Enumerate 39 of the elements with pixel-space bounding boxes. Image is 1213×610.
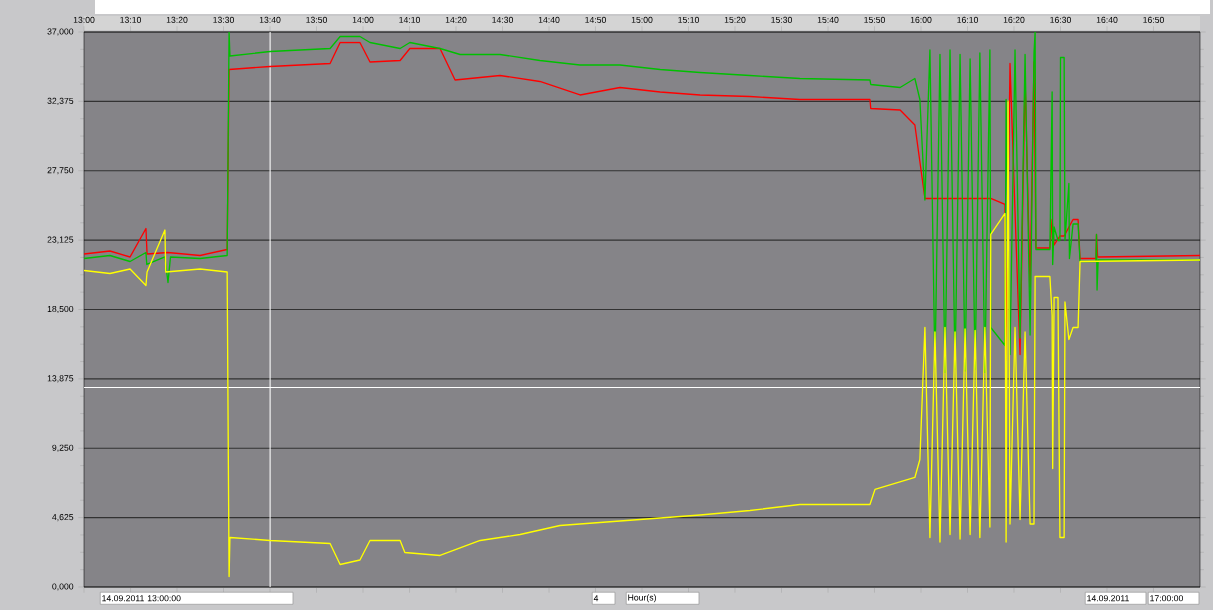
x-tick-label: 15:20 — [724, 16, 746, 23]
x-tick-label: 14:10 — [399, 16, 421, 23]
text: 17:00:00 — [1150, 595, 1183, 602]
x-tick-label: 16:00 — [910, 16, 932, 23]
y-tick-label: 18,500 — [47, 305, 74, 314]
x-tick-label: 16:40 — [1096, 16, 1118, 23]
x-tick-label: 14:00 — [352, 16, 374, 23]
text: 4 — [593, 595, 599, 602]
x-tick-label: 13:50 — [306, 16, 327, 23]
x-tick-label: 16:30 — [1050, 16, 1071, 23]
y-tick-label: 13,875 — [47, 375, 74, 383]
x-tick-label: 13:30 — [213, 16, 235, 23]
x-tick-label: 15:30 — [771, 16, 792, 23]
x-tick-label: 14:30 — [492, 16, 514, 23]
x-tick-label: 15:10 — [678, 16, 700, 23]
x-tick-label: 13:20 — [166, 16, 188, 23]
x-tick-label: 13:10 — [120, 16, 142, 23]
x-tick-label: 14:50 — [585, 16, 606, 23]
y-tick-label: 27,750 — [47, 167, 74, 175]
text: 14.09.2011 13:00:00 — [102, 595, 181, 602]
x-tick-label: 16:20 — [1003, 16, 1025, 23]
x-tick-label: 13:40 — [259, 16, 281, 23]
text: Hour(s) — [628, 594, 656, 603]
x-tick-label: 16:10 — [957, 16, 979, 23]
y-tick-label: 37,000 — [47, 28, 74, 36]
y-tick-label: 0,000 — [52, 583, 74, 591]
x-tick-label: 13:00 — [73, 16, 95, 23]
x-tick-label: 14:40 — [538, 16, 560, 23]
x-tick-label: 14:20 — [445, 16, 467, 23]
x-tick-label: 15:40 — [817, 16, 839, 23]
x-tick-label: 15:00 — [631, 16, 653, 23]
x-tick-label: 15:50 — [864, 16, 885, 23]
y-tick-label: 4,625 — [52, 514, 74, 522]
y-tick-label: 32,375 — [47, 97, 74, 105]
y-tick-label: 23,125 — [47, 236, 74, 244]
y-tick-label: 9,250 — [52, 444, 74, 452]
x-tick-label: 16:50 — [1143, 16, 1164, 23]
text: 14.09.2011 — [1087, 595, 1129, 602]
line-series — [84, 100, 1200, 578]
